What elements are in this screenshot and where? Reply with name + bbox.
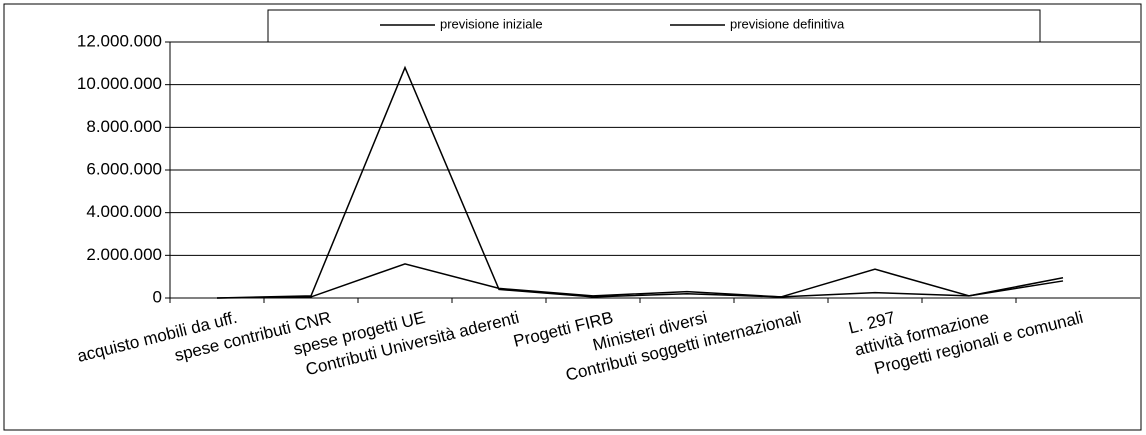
legend-box (267, 9, 1041, 43)
y-tick-label: 4.000.000 (86, 202, 162, 221)
legend-label: previsione definitiva (730, 16, 845, 31)
y-tick-label: 12.000.000 (77, 31, 162, 50)
chart-frame (3, 3, 1142, 431)
y-tick-label: 0 (153, 287, 162, 306)
y-tick-label: 6.000.000 (86, 159, 162, 178)
legend-label: previsione iniziale (440, 16, 543, 31)
series-line (216, 65, 1064, 299)
series-line (216, 263, 1064, 299)
y-tick-label: 2.000.000 (86, 245, 162, 264)
y-tick-label: 10.000.000 (77, 74, 162, 93)
y-tick-label: 8.000.000 (86, 117, 162, 136)
